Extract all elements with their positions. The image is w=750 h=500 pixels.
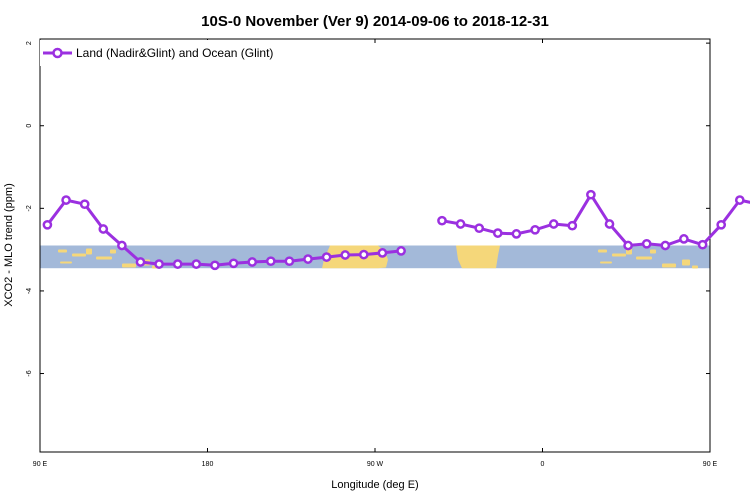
data-point	[530, 224, 540, 235]
data-point	[604, 219, 615, 229]
data-point	[61, 195, 71, 205]
map-land-2	[456, 245, 500, 269]
y-axis-label: XCO2 - MLO trend (ppm)	[3, 183, 15, 306]
data-point	[734, 195, 745, 205]
data-point	[172, 259, 183, 269]
x-tick-label: 90 E	[703, 461, 718, 468]
data-point	[228, 258, 239, 269]
map-island	[122, 263, 136, 268]
x-tick-label: 0	[541, 461, 545, 468]
data-point	[340, 250, 351, 260]
map-island	[662, 263, 676, 268]
y-tick-label: 2	[26, 41, 33, 45]
map-island	[600, 261, 612, 264]
y-tick-label: 0	[26, 124, 33, 128]
map-island	[96, 256, 112, 260]
map-island	[110, 249, 116, 254]
map-island	[598, 249, 607, 253]
y-tick-label: -6	[26, 370, 33, 376]
x-axis-label: Longitude (deg E)	[331, 479, 418, 491]
data-point	[117, 240, 127, 251]
series-layer	[42, 189, 750, 271]
data-point	[154, 259, 164, 269]
map-island	[72, 253, 86, 257]
legend-entry-label: Land (Nadir&Glint) and Ocean (Glint)	[76, 46, 273, 60]
series-1	[42, 189, 750, 271]
data-point	[548, 219, 559, 229]
data-point	[586, 189, 596, 200]
map-island	[612, 253, 626, 257]
map-island	[58, 249, 67, 253]
map-island	[682, 259, 690, 266]
data-point	[511, 229, 522, 239]
data-point	[437, 215, 447, 226]
data-point	[623, 240, 633, 251]
data-point	[247, 257, 258, 267]
data-point	[303, 254, 313, 264]
data-point	[135, 257, 146, 267]
data-point	[284, 256, 295, 267]
chart-title: 10S-0 November (Ver 9) 2014-09-06 to 201…	[201, 13, 549, 30]
data-point	[79, 199, 90, 210]
map-island	[692, 265, 698, 269]
x-tick-label: 90 W	[367, 461, 384, 468]
data-point	[321, 252, 332, 262]
data-point	[567, 220, 578, 231]
data-point	[396, 246, 406, 256]
data-point	[210, 260, 220, 271]
data-point	[191, 259, 202, 269]
map-island	[650, 249, 656, 254]
data-point	[660, 240, 671, 251]
data-point	[455, 219, 466, 229]
legend-background	[40, 40, 280, 66]
data-point	[42, 219, 53, 230]
data-point	[716, 219, 727, 230]
data-point	[98, 224, 109, 234]
data-point	[679, 234, 689, 244]
x-tick-label: 90 E	[33, 461, 48, 468]
y-tick-label: -4	[26, 288, 33, 294]
map-land-1	[322, 245, 388, 269]
map-island	[636, 256, 652, 260]
data-point	[358, 249, 369, 260]
data-point	[641, 238, 652, 249]
map-island	[86, 248, 92, 255]
data-point	[474, 223, 485, 234]
data-point	[492, 228, 503, 238]
legend-marker	[52, 47, 63, 59]
y-tick-label: -2	[26, 205, 33, 211]
data-point	[265, 256, 276, 267]
data-point	[377, 248, 388, 258]
background-map	[40, 245, 710, 269]
data-point	[697, 239, 708, 250]
x-tick-label: 180	[202, 461, 214, 468]
legend: Land (Nadir&Glint) and Ocean (Glint)	[40, 40, 280, 66]
map-island	[60, 261, 72, 264]
axes: 2 0 -2 -4 -6 90 E 180 90 W 0 90 E	[26, 38, 718, 468]
